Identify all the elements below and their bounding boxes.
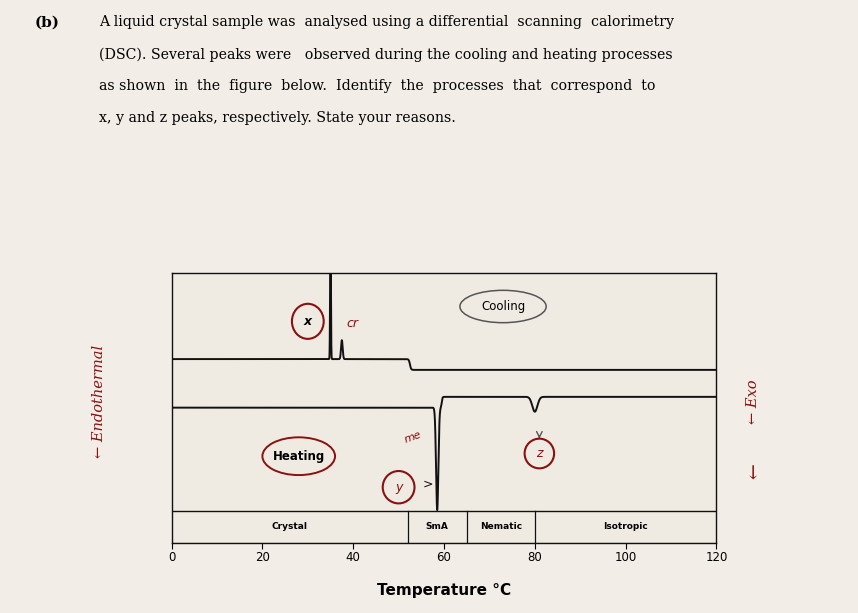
Text: cr: cr: [347, 317, 359, 330]
Text: y: y: [395, 481, 402, 493]
Text: z: z: [536, 447, 542, 460]
Text: Nematic: Nematic: [480, 522, 522, 531]
Text: as shown  in  the  figure  below.  Identify  the  processes  that  correspond  t: as shown in the figure below. Identify t…: [99, 79, 656, 93]
X-axis label: Temperature °C: Temperature °C: [377, 584, 511, 598]
Text: Heating: Heating: [273, 450, 325, 463]
Text: ↓: ↓: [745, 466, 762, 484]
Text: me: me: [403, 429, 423, 444]
Text: Isotropic: Isotropic: [603, 522, 648, 531]
Text: Cooling: Cooling: [481, 300, 525, 313]
Text: (b): (b): [34, 15, 59, 29]
Text: x, y and z peaks, respectively. State your reasons.: x, y and z peaks, respectively. State yo…: [99, 111, 456, 125]
Text: SmA: SmA: [426, 522, 449, 531]
Text: (DSC). Several peaks were   observed during the cooling and heating processes: (DSC). Several peaks were observed durin…: [99, 47, 673, 61]
Text: x: x: [304, 315, 311, 328]
Text: ← Exo: ← Exo: [746, 379, 760, 424]
Text: ← Endothermal: ← Endothermal: [92, 345, 106, 458]
Text: A liquid crystal sample was  analysed using a differential  scanning  calorimetr: A liquid crystal sample was analysed usi…: [99, 15, 674, 29]
Text: >: >: [423, 478, 433, 491]
Text: Crystal: Crystal: [272, 522, 308, 531]
